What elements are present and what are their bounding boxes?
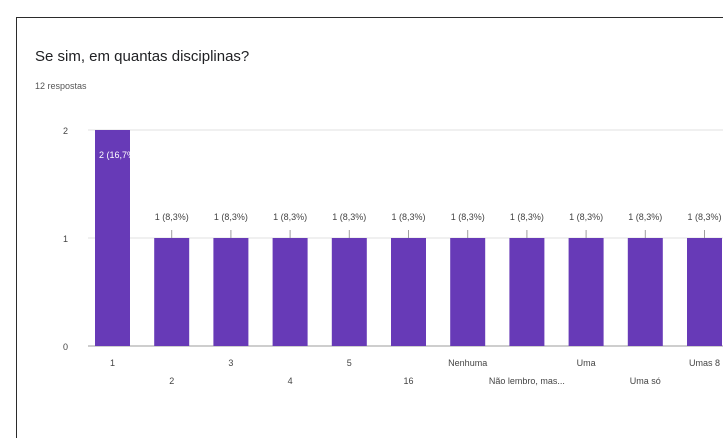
bar-data-label: 1 (8,3%) bbox=[628, 212, 662, 222]
response-count: 12 respostas bbox=[35, 81, 87, 91]
bar-data-label: 1 (8,3%) bbox=[332, 212, 366, 222]
bar-chart: 0 1 2 2 (16,7%) 1 1 (8,3%) 2 1 (8,3%) 3 1 (8,3%) 4… bbox=[63, 126, 723, 386]
x-tick-label: 3 bbox=[228, 358, 233, 368]
x-tick-label: Umas 8 bbox=[689, 358, 720, 368]
bar bbox=[213, 238, 249, 346]
bar-data-label: 1 (8,3%) bbox=[569, 212, 603, 222]
bar bbox=[331, 238, 367, 346]
bar bbox=[509, 238, 545, 346]
bar-data-label: 1 (8,3%) bbox=[391, 212, 425, 222]
x-tick-label: Nenhuma bbox=[448, 358, 487, 368]
bar bbox=[272, 238, 308, 346]
bar-data-label: 1 (8,3%) bbox=[273, 212, 307, 222]
bar-data-label: 1 (8,3%) bbox=[687, 212, 721, 222]
bar bbox=[154, 238, 190, 346]
x-tick-label: 2 bbox=[169, 376, 174, 386]
bar bbox=[568, 238, 604, 346]
bar-data-label: 1 (8,3%) bbox=[214, 212, 248, 222]
x-tick-label: Uma só bbox=[630, 376, 661, 386]
bar bbox=[391, 238, 426, 346]
x-tick-label: 16 bbox=[403, 376, 413, 386]
y-tick-label: 0 bbox=[63, 342, 68, 352]
bar-data-label: 1 (8,3%) bbox=[155, 212, 189, 222]
bar bbox=[627, 238, 663, 346]
bar bbox=[687, 238, 722, 346]
y-tick-label: 1 bbox=[63, 234, 68, 244]
bar bbox=[450, 238, 486, 346]
chart-card bbox=[16, 17, 723, 438]
x-tick-label: Não lembro, mas... bbox=[489, 376, 565, 386]
bar-data-label: 2 (16,7%) bbox=[99, 150, 138, 160]
x-tick-label: 5 bbox=[347, 358, 352, 368]
bar bbox=[95, 130, 130, 346]
x-tick-label: Uma bbox=[577, 358, 596, 368]
y-tick-label: 2 bbox=[63, 126, 68, 136]
chart-title: Se sim, em quantas disciplinas? bbox=[35, 48, 250, 65]
bar-data-label: 1 (8,3%) bbox=[510, 212, 544, 222]
x-tick-label: 1 bbox=[110, 358, 115, 368]
bar-data-label: 1 (8,3%) bbox=[451, 212, 485, 222]
x-tick-label: 4 bbox=[288, 376, 293, 386]
